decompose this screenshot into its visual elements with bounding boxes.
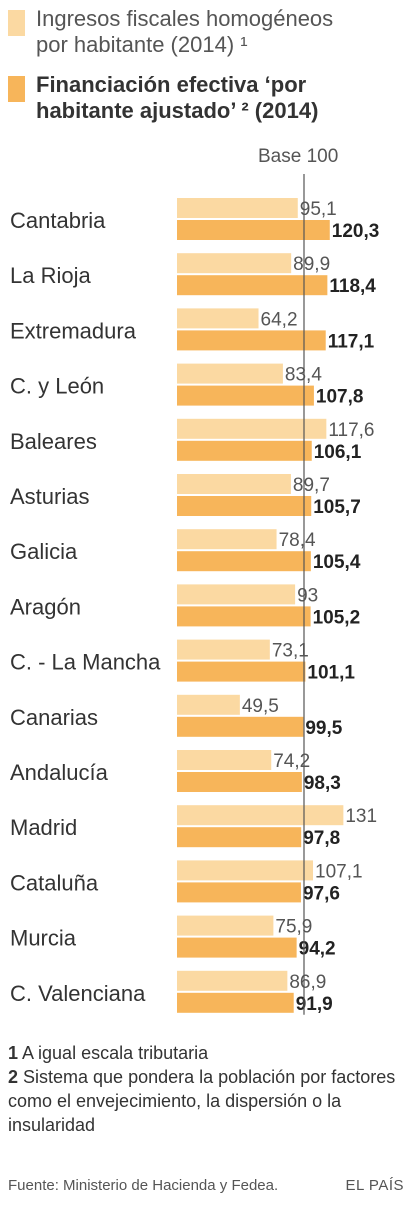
data-label-financiacion: 101,1 [307,663,355,684]
bar-ingresos [177,418,327,439]
data-label-ingresos: 93 [297,585,318,606]
data-label-ingresos: 73,1 [272,641,309,662]
data-label-ingresos: 131 [345,806,377,827]
data-label-financiacion: 99,5 [305,718,342,739]
bar-financiacion [177,882,301,903]
data-label-ingresos: 117,6 [328,420,374,441]
data-label-ingresos: 89,9 [293,254,330,275]
data-label-financiacion: 105,7 [313,497,361,518]
footnote-2-marker: 2 [8,1067,19,1087]
category-label: Murcia [10,926,77,951]
legend-swatch-ingresos [8,10,25,36]
bar-ingresos [177,694,240,715]
legend-swatch-financiacion [8,76,25,102]
legend-label-ingresos-line1: Ingresos fiscales homogéneos [36,6,334,31]
baseline-label: Base 100 [258,146,339,167]
category-label: La Rioja [10,263,91,288]
data-label-financiacion: 97,6 [303,883,340,904]
bar-financiacion [177,661,306,682]
bar-ingresos [177,363,283,384]
data-label-financiacion: 91,9 [296,994,333,1015]
data-label-ingresos: 95,1 [300,199,337,220]
legend-item-ingresos: Ingresos fiscales homogéneos por habitan… [8,6,408,58]
data-label-financiacion: 118,4 [329,276,376,297]
data-label-ingresos: 107,1 [315,861,363,882]
data-label-financiacion: 97,8 [303,828,340,849]
category-label: Baleares [10,429,97,454]
bar-financiacion [177,330,326,351]
footnote-2-text: Sistema que pondera la población por fac… [8,1067,396,1135]
bar-ingresos [177,474,291,494]
category-label: Aragón [10,594,81,619]
data-label-financiacion: 105,4 [313,552,361,573]
category-label: Canarias [10,705,98,730]
data-label-ingresos: 75,9 [275,917,312,938]
bar-financiacion [177,551,311,572]
bar-ingresos [177,750,272,770]
footnote-2: 2 Sistema que pondera la población por f… [8,1065,408,1137]
data-label-financiacion: 107,8 [316,387,364,408]
bar-ingresos [177,639,270,660]
bar-financiacion [177,716,304,737]
bar-ingresos [177,198,298,218]
data-label-financiacion: 106,1 [314,442,362,463]
bar-financiacion [177,220,330,240]
bar-ingresos [177,860,314,881]
bar-ingresos [177,584,296,605]
category-label: Cantabria [10,208,106,233]
bar-financiacion [177,275,328,296]
chart-legend: Ingresos fiscales homogéneos por habitan… [8,6,408,124]
bar-ingresos [177,915,274,936]
data-label-financiacion: 117,1 [328,331,375,352]
category-label: Extremadura [10,318,137,343]
data-label-ingresos: 74,2 [273,751,310,772]
category-label: Galicia [10,539,78,564]
bar-financiacion [177,496,312,516]
bar-financiacion [177,772,302,792]
data-label-financiacion: 120,3 [332,221,380,242]
bar-ingresos [177,970,288,991]
data-label-financiacion: 105,2 [313,607,361,628]
bar-financiacion [177,606,311,627]
footnote-1-marker: 1 [8,1043,19,1063]
category-label: C. Valenciana [10,981,146,1006]
category-label: Cataluña [10,870,99,895]
data-label-financiacion: 98,3 [304,773,341,794]
category-label: C. y León [10,374,104,399]
data-label-ingresos: 64,2 [261,309,298,330]
data-label-ingresos: 78,4 [279,530,316,551]
legend-item-financiacion: Financiación efectiva ‘por habitante aju… [8,72,408,124]
bar-financiacion [177,440,312,461]
category-label: C. - La Mancha [10,650,161,675]
legend-label-financiacion-line2: habitante ajustado’ ² (2014) [36,98,319,123]
footnote-1: 1 A igual escala tributaria [8,1041,408,1065]
bar-ingresos [177,805,344,826]
bar-financiacion [177,385,314,406]
data-label-ingresos: 49,5 [242,696,279,717]
bar-financiacion [177,827,302,848]
category-label: Andalucía [10,760,109,785]
bar-ingresos [177,308,259,329]
source-note: Fuente: Ministerio de Hacienda y Fedea. [8,1177,279,1194]
brand-logo: EL PAÍS [345,1177,404,1194]
bar-ingresos [177,253,292,274]
legend-label-financiacion-line1: Financiación efectiva ‘por [36,72,307,97]
legend-label-ingresos-line2: por habitante (2014) ¹ [36,32,248,57]
data-label-ingresos: 89,7 [293,475,330,496]
bar-financiacion [177,992,294,1013]
footnote-1-text: A igual escala tributaria [18,1043,209,1063]
data-label-financiacion: 94,2 [299,939,336,960]
bar-financiacion [177,937,297,958]
footnotes: 1 A igual escala tributaria 2 Sistema qu… [8,1041,408,1137]
category-label: Madrid [10,815,77,840]
bar-ingresos [177,529,277,550]
data-label-ingresos: 86,9 [289,972,326,993]
category-label: Asturias [10,484,89,509]
